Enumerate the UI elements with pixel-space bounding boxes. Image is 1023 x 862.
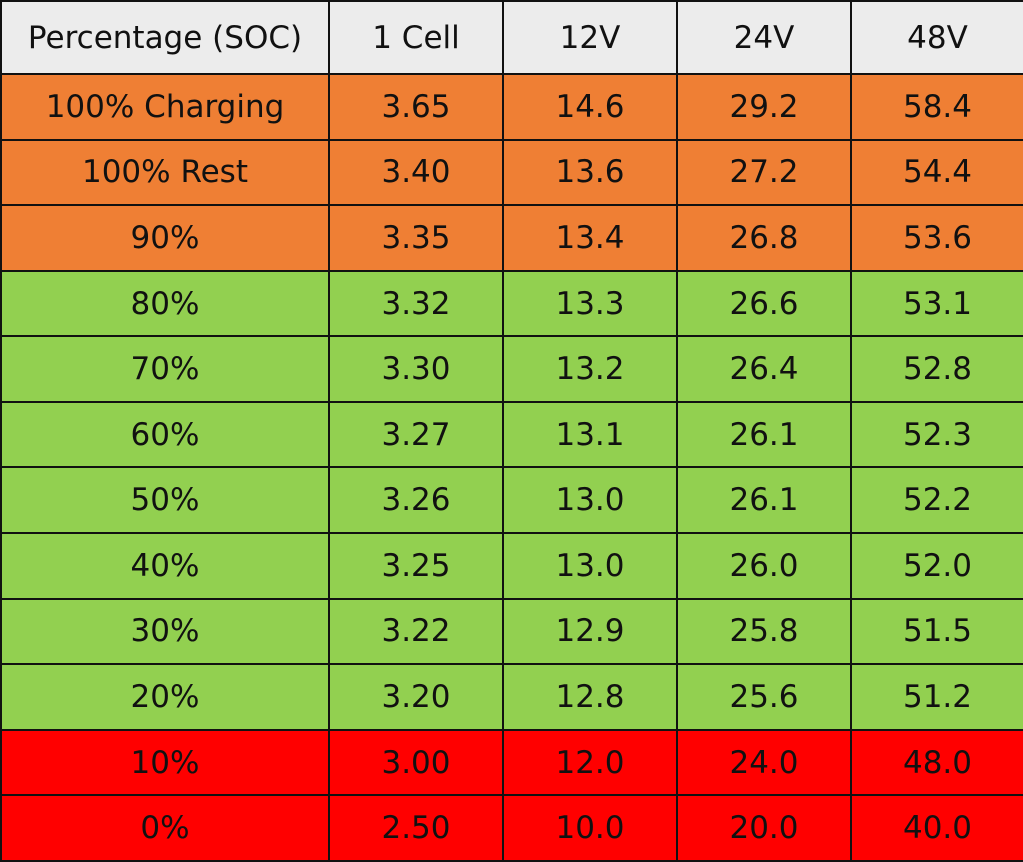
cell-24v: 26.8 <box>676 204 852 272</box>
cell-48v: 52.3 <box>850 400 1023 469</box>
header-24v: 24V <box>676 0 852 75</box>
cell-48v: 53.1 <box>850 269 1023 338</box>
cell-12v: 13.0 <box>502 532 678 600</box>
cell-12v: 13.2 <box>502 335 678 403</box>
cell-48v: 52.2 <box>850 466 1023 535</box>
cell-1-cell: 3.65 <box>328 73 504 141</box>
header-48v: 48V <box>850 0 1023 75</box>
cell-soc: 100% Rest <box>0 138 330 207</box>
cell-12v: 12.9 <box>502 597 678 666</box>
table-row: 90% 3.35 13.4 26.8 53.6 <box>0 204 1023 272</box>
cell-12v: 13.6 <box>502 138 678 207</box>
cell-48v: 54.4 <box>850 138 1023 207</box>
cell-12v: 13.3 <box>502 269 678 338</box>
header-12v: 12V <box>502 0 678 75</box>
cell-48v: 51.5 <box>850 597 1023 666</box>
cell-1-cell: 3.32 <box>328 269 504 338</box>
cell-soc: 80% <box>0 269 330 338</box>
cell-soc: 50% <box>0 466 330 535</box>
cell-24v: 26.1 <box>676 400 852 469</box>
table-row: 30% 3.22 12.9 25.8 51.5 <box>0 597 1023 666</box>
cell-48v: 40.0 <box>850 794 1023 862</box>
cell-1-cell: 3.35 <box>328 204 504 272</box>
cell-12v: 12.8 <box>502 663 678 731</box>
cell-1-cell: 2.50 <box>328 794 504 862</box>
cell-1-cell: 3.26 <box>328 466 504 535</box>
cell-24v: 25.8 <box>676 597 852 666</box>
cell-24v: 29.2 <box>676 73 852 141</box>
cell-48v: 52.0 <box>850 532 1023 600</box>
table-row: 10% 3.00 12.0 24.0 48.0 <box>0 728 1023 797</box>
cell-1-cell: 3.40 <box>328 138 504 207</box>
table-row: 20% 3.20 12.8 25.6 51.2 <box>0 663 1023 731</box>
cell-soc: 30% <box>0 597 330 666</box>
cell-12v: 14.6 <box>502 73 678 141</box>
table-row: 60% 3.27 13.1 26.1 52.3 <box>0 400 1023 469</box>
cell-soc: 10% <box>0 728 330 797</box>
cell-1-cell: 3.20 <box>328 663 504 731</box>
cell-24v: 26.0 <box>676 532 852 600</box>
header-1-cell: 1 Cell <box>328 0 504 75</box>
table-row: 100% Charging 3.65 14.6 29.2 58.4 <box>0 73 1023 141</box>
table-header: Percentage (SOC) 1 Cell 12V 24V 48V <box>0 0 1023 75</box>
table-row: 0% 2.50 10.0 20.0 40.0 <box>0 794 1023 862</box>
header-row: Percentage (SOC) 1 Cell 12V 24V 48V <box>0 0 1023 75</box>
table-row: 70% 3.30 13.2 26.4 52.8 <box>0 335 1023 403</box>
cell-soc: 100% Charging <box>0 73 330 141</box>
cell-48v: 52.8 <box>850 335 1023 403</box>
cell-12v: 12.0 <box>502 728 678 797</box>
cell-12v: 13.0 <box>502 466 678 535</box>
cell-24v: 25.6 <box>676 663 852 731</box>
cell-1-cell: 3.00 <box>328 728 504 797</box>
cell-1-cell: 3.27 <box>328 400 504 469</box>
cell-48v: 51.2 <box>850 663 1023 731</box>
cell-soc: 90% <box>0 204 330 272</box>
cell-24v: 26.1 <box>676 466 852 535</box>
cell-1-cell: 3.22 <box>328 597 504 666</box>
cell-24v: 27.2 <box>676 138 852 207</box>
cell-soc: 40% <box>0 532 330 600</box>
cell-soc: 70% <box>0 335 330 403</box>
cell-12v: 10.0 <box>502 794 678 862</box>
cell-24v: 26.6 <box>676 269 852 338</box>
cell-1-cell: 3.25 <box>328 532 504 600</box>
cell-1-cell: 3.30 <box>328 335 504 403</box>
table-body: 100% Charging 3.65 14.6 29.2 58.4 100% Rest 3.… <box>0 73 1023 862</box>
cell-48v: 53.6 <box>850 204 1023 272</box>
table-row: 50% 3.26 13.0 26.1 52.2 <box>0 466 1023 535</box>
cell-soc: 0% <box>0 794 330 862</box>
table-row: 100% Rest 3.40 13.6 27.2 54.4 <box>0 138 1023 207</box>
table-row: 80% 3.32 13.3 26.6 53.1 <box>0 269 1023 338</box>
cell-12v: 13.1 <box>502 400 678 469</box>
cell-24v: 26.4 <box>676 335 852 403</box>
cell-48v: 58.4 <box>850 73 1023 141</box>
cell-soc: 60% <box>0 400 330 469</box>
cell-24v: 20.0 <box>676 794 852 862</box>
cell-12v: 13.4 <box>502 204 678 272</box>
header-soc: Percentage (SOC) <box>0 0 330 75</box>
cell-48v: 48.0 <box>850 728 1023 797</box>
cell-soc: 20% <box>0 663 330 731</box>
cell-24v: 24.0 <box>676 728 852 797</box>
table-row: 40% 3.25 13.0 26.0 52.0 <box>0 532 1023 600</box>
